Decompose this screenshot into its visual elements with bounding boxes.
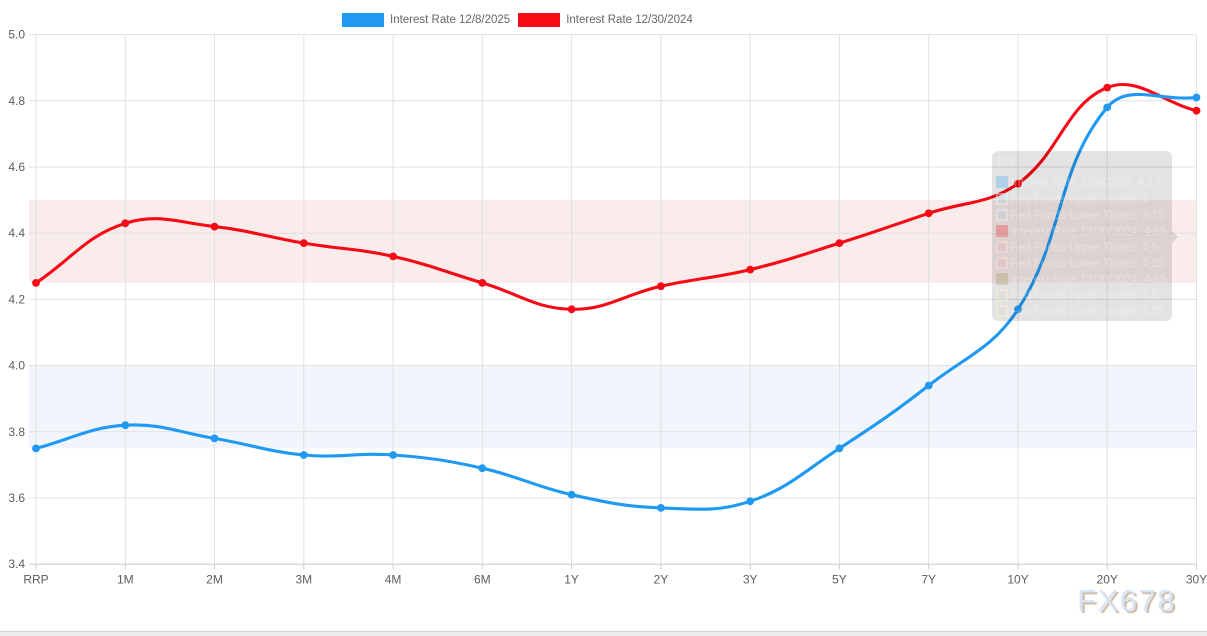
svg-text:10Y: 10Y: [1007, 572, 1028, 586]
svg-text:RRP: RRP: [23, 572, 48, 586]
svg-text:30Y: 30Y: [1186, 572, 1207, 586]
svg-text:2Y: 2Y: [654, 572, 669, 586]
svg-text:5Y: 5Y: [832, 572, 847, 586]
svg-text:5.0: 5.0: [8, 28, 25, 42]
svg-text:7Y: 7Y: [921, 572, 936, 586]
svg-text:1Y: 1Y: [564, 572, 579, 586]
svg-text:4.2: 4.2: [8, 292, 25, 306]
svg-text:6M: 6M: [474, 572, 491, 586]
svg-text:4M: 4M: [385, 572, 402, 586]
svg-text:4.8: 4.8: [8, 94, 25, 108]
svg-text:4.4: 4.4: [8, 226, 25, 240]
svg-text:2M: 2M: [206, 572, 223, 586]
svg-text:3Y: 3Y: [743, 572, 758, 586]
svg-text:20Y: 20Y: [1097, 572, 1118, 586]
svg-text:3.4: 3.4: [8, 557, 25, 571]
svg-text:4.0: 4.0: [8, 359, 25, 373]
svg-text:3M: 3M: [295, 572, 312, 586]
svg-text:4.6: 4.6: [8, 160, 25, 174]
svg-text:3.8: 3.8: [8, 425, 25, 439]
svg-text:3.6: 3.6: [8, 491, 25, 505]
svg-text:1M: 1M: [117, 572, 134, 586]
